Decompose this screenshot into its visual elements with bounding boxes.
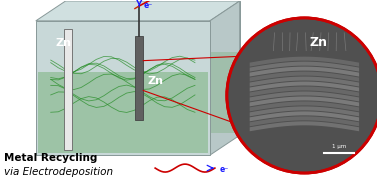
Text: Zn: Zn	[147, 76, 163, 86]
Polygon shape	[210, 1, 240, 155]
Text: e⁻: e⁻	[220, 165, 229, 174]
Polygon shape	[36, 21, 210, 155]
Text: 1 μm: 1 μm	[332, 144, 346, 149]
Text: via Electrodeposition: via Electrodeposition	[4, 167, 113, 177]
Text: Zn: Zn	[309, 36, 327, 49]
Text: Zn: Zn	[56, 38, 72, 48]
Polygon shape	[135, 36, 143, 120]
Circle shape	[227, 18, 378, 173]
Text: Metal Recycling: Metal Recycling	[4, 153, 98, 163]
Polygon shape	[64, 29, 71, 150]
Polygon shape	[38, 72, 208, 153]
Polygon shape	[68, 52, 238, 133]
Polygon shape	[66, 1, 240, 135]
Polygon shape	[36, 1, 240, 21]
Text: e⁻: e⁻	[143, 1, 152, 10]
